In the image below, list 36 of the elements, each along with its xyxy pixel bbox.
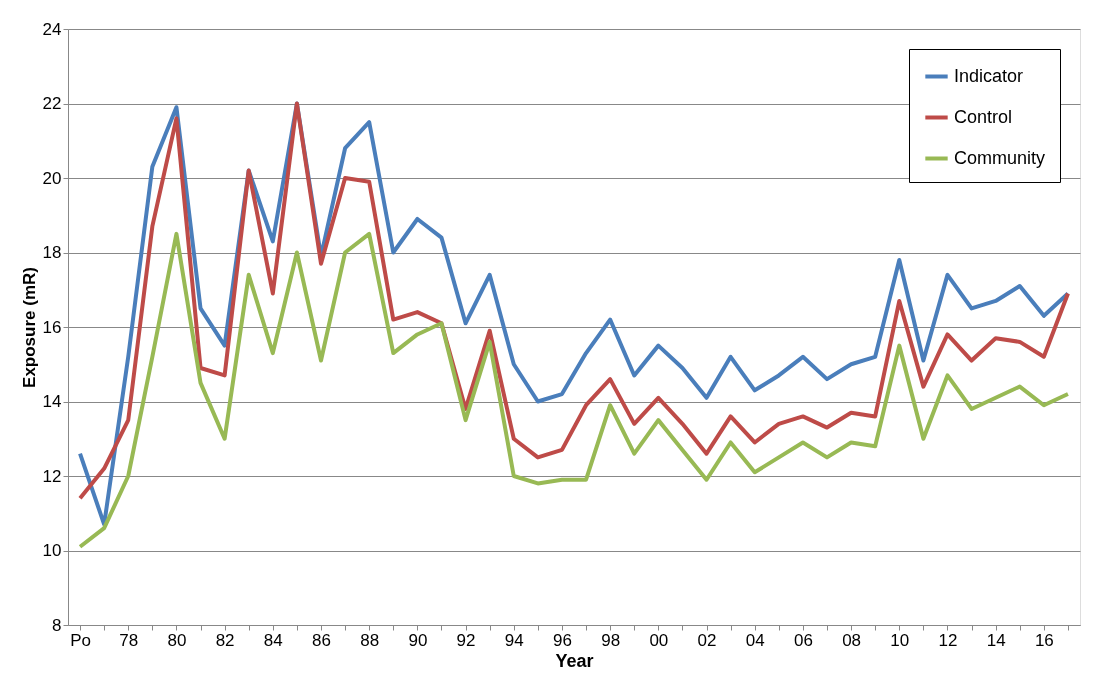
y-tick-label: 24 (42, 19, 62, 39)
y-tick-label: 12 (42, 466, 62, 486)
x-tick-label: 16 (1034, 630, 1054, 650)
y-tick-label: 16 (42, 317, 62, 337)
y-axis-title: Exposure (mR) (19, 267, 39, 388)
legend-label: Control (954, 106, 1013, 127)
x-tick-label: 02 (697, 630, 717, 650)
x-tick-label: 92 (456, 630, 476, 650)
x-tick-label: 84 (263, 630, 283, 650)
x-tick-label: 82 (215, 630, 235, 650)
x-tick-label: 12 (938, 630, 958, 650)
x-tick-label: 10 (890, 630, 910, 650)
x-tick-label: 08 (842, 630, 862, 650)
line-series (78, 231, 1070, 549)
y-tick-label: 10 (42, 541, 62, 560)
y-tick-label: 8 (52, 615, 62, 635)
y-tick-label: 20 (42, 168, 62, 188)
x-tick-label: 14 (986, 630, 1006, 650)
x-tick-label: 06 (793, 630, 813, 650)
x-tick-label: 00 (649, 630, 669, 650)
x-tick-label: 94 (504, 630, 524, 650)
x-tick-label: 96 (552, 630, 572, 650)
x-tick-label: 86 (312, 630, 331, 650)
y-tick-label: 14 (42, 392, 62, 411)
x-tick-label: 90 (408, 630, 428, 650)
y-tick-label: 18 (42, 243, 62, 262)
x-tick-label: 88 (360, 630, 380, 650)
x-tick-label: 98 (601, 630, 621, 650)
legend-label: Indicator (954, 65, 1024, 86)
x-tick-label: 04 (745, 630, 765, 650)
x-tick-label: 78 (119, 630, 139, 650)
legend-label: Community (954, 147, 1046, 168)
y-tick-label: 22 (42, 94, 62, 113)
x-axis-title: Year (555, 650, 594, 671)
x-tick-label: 80 (167, 630, 187, 650)
x-tick-label: Po (70, 630, 91, 650)
